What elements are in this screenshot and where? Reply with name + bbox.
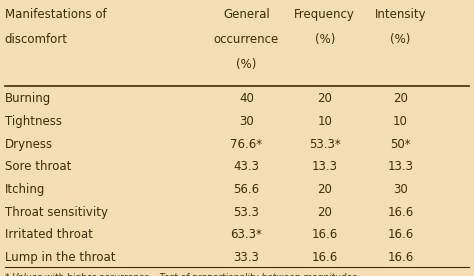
Text: Frequency: Frequency [294, 8, 355, 21]
Text: 30: 30 [239, 115, 254, 128]
Text: Throat sensitivity: Throat sensitivity [5, 206, 108, 219]
Text: 20: 20 [393, 92, 408, 105]
Text: 33.3: 33.3 [234, 251, 259, 264]
Text: 76.6*: 76.6* [230, 138, 263, 151]
Text: 10: 10 [317, 115, 332, 128]
Text: 13.3: 13.3 [312, 160, 337, 173]
Text: 10: 10 [393, 115, 408, 128]
Text: Dryness: Dryness [5, 138, 53, 151]
Text: Lump in the throat: Lump in the throat [5, 251, 115, 264]
Text: 16.6: 16.6 [311, 228, 338, 241]
Text: discomfort: discomfort [5, 33, 68, 46]
Text: occurrence: occurrence [214, 33, 279, 46]
Text: 53.3*: 53.3* [309, 138, 340, 151]
Text: 40: 40 [239, 92, 254, 105]
Text: 20: 20 [317, 206, 332, 219]
Text: 53.3: 53.3 [234, 206, 259, 219]
Text: (%): (%) [391, 33, 410, 46]
Text: 16.6: 16.6 [387, 251, 414, 264]
Text: Irritated throat: Irritated throat [5, 228, 92, 241]
Text: Intensity: Intensity [375, 8, 426, 21]
Text: 13.3: 13.3 [388, 160, 413, 173]
Text: Burning: Burning [5, 92, 51, 105]
Text: General: General [223, 8, 270, 21]
Text: 30: 30 [393, 183, 408, 196]
Text: Manifestations of: Manifestations of [5, 8, 106, 21]
Text: 16.6: 16.6 [311, 251, 338, 264]
Text: 43.3: 43.3 [234, 160, 259, 173]
Text: Itching: Itching [5, 183, 45, 196]
Text: 16.6: 16.6 [387, 206, 414, 219]
Text: (%): (%) [315, 33, 335, 46]
Text: 56.6: 56.6 [233, 183, 260, 196]
Text: Tightness: Tightness [5, 115, 62, 128]
Text: Sore throat: Sore throat [5, 160, 71, 173]
Text: 20: 20 [317, 92, 332, 105]
Text: 50*: 50* [390, 138, 411, 151]
Text: * Values with higher occurrence – Test of proportionality between magnitudes: * Values with higher occurrence – Test o… [5, 273, 356, 276]
Text: 20: 20 [317, 183, 332, 196]
Text: 16.6: 16.6 [387, 228, 414, 241]
Text: (%): (%) [237, 58, 256, 71]
Text: 63.3*: 63.3* [230, 228, 263, 241]
